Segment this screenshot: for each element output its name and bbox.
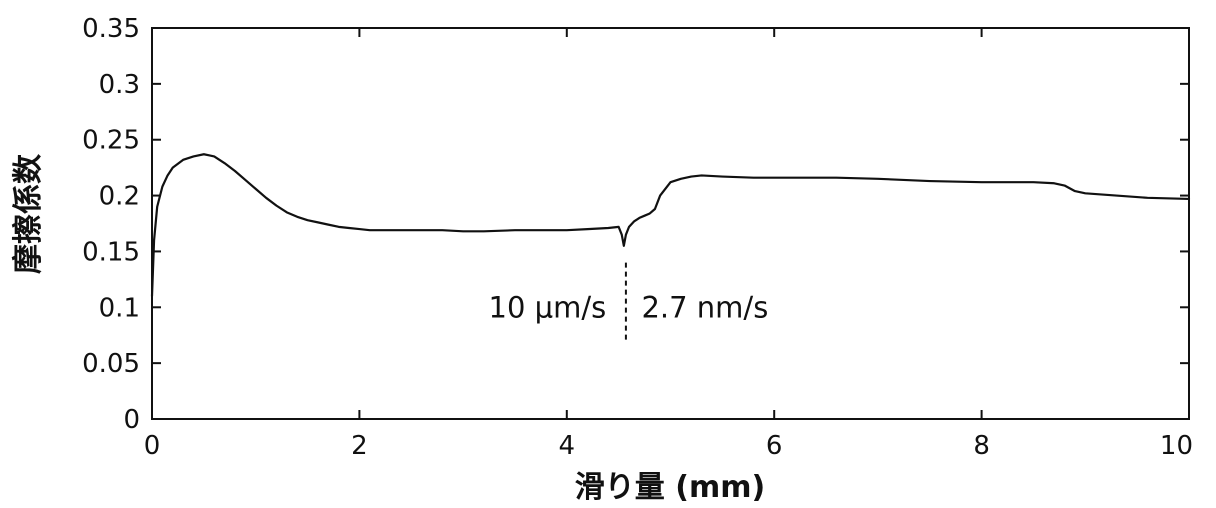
plot-frame xyxy=(151,27,1190,420)
x-tick-label: 8 xyxy=(973,431,990,461)
x-tick-label: 0 xyxy=(144,431,161,461)
y-tick-label: 0.05 xyxy=(82,349,140,379)
x-tick-label: 10 xyxy=(1160,431,1193,461)
series-line xyxy=(150,153,1191,298)
x-axis-title: 滑り量 (mm) xyxy=(575,470,765,505)
x-tick-label: 4 xyxy=(559,431,576,461)
y-tick-label: 0 xyxy=(123,405,140,435)
y-tick-label: 0.1 xyxy=(99,293,140,323)
speed-annotation: 2.7 nm/s xyxy=(641,290,768,324)
speed-annotation: 10 μm/s xyxy=(489,290,607,324)
y-tick-label: 0.3 xyxy=(99,70,140,100)
annotations: 10 μm/s 2.7 nm/s xyxy=(489,290,769,324)
y-tick-label: 0.25 xyxy=(82,126,140,156)
y-tick-label: 0.15 xyxy=(82,237,140,267)
y-tick-label: 0.2 xyxy=(99,182,140,212)
x-tick-label: 6 xyxy=(766,431,783,461)
y-tick-label: 0.35 xyxy=(82,14,140,44)
y-axis-title: 摩擦係数 xyxy=(11,153,46,274)
x-axis-ticks: 0 2 4 6 8 10 xyxy=(144,28,1193,461)
x-tick-label: 2 xyxy=(351,431,368,461)
y-axis-ticks: 0 0.05 0.1 0.15 0.2 0.25 0.3 0.35 xyxy=(82,14,1189,435)
